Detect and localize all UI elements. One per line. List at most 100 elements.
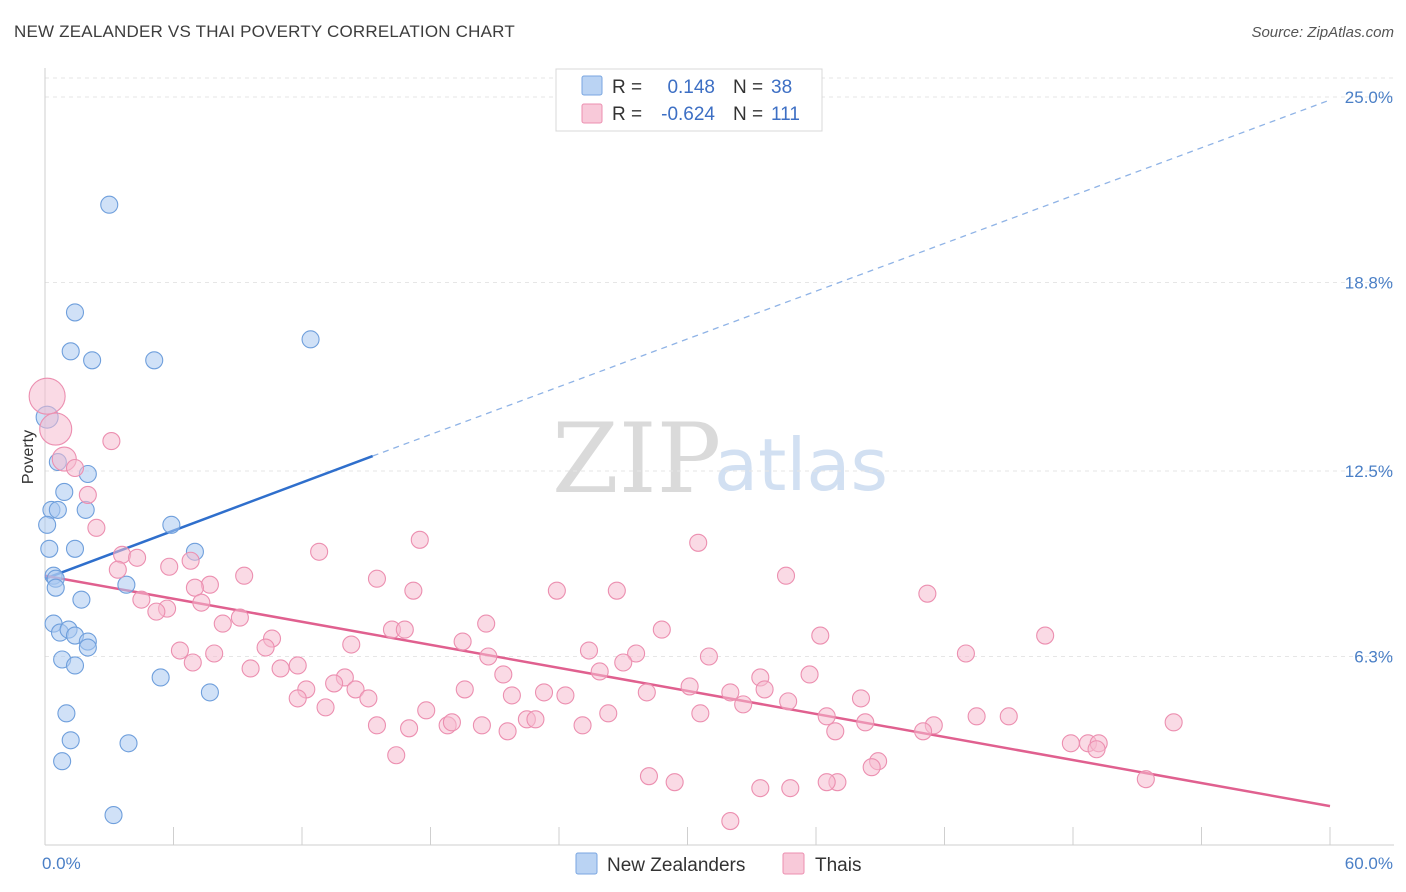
point-thai [779,692,798,711]
point-thai [271,659,290,678]
point-thai [241,659,260,678]
legend-swatch-thai [581,103,603,124]
point-thai [534,683,554,702]
point-new-zealander [48,500,67,519]
bottom-legend-label-thai: Thais [815,855,861,876]
point-thai [410,530,429,549]
point-thai [325,674,344,693]
legend-n-value-nz: 38 [771,77,792,98]
point-thai [956,644,975,663]
point-thai [359,689,378,708]
point-thai [665,773,684,792]
point-thai [288,656,307,675]
point-thai [65,458,85,478]
point-thai [590,662,609,681]
point-thai [256,638,275,657]
point-new-zealander [76,500,95,519]
bottom-legend-swatch-nz [575,852,598,875]
point-thai [494,665,513,684]
point-new-zealander [65,539,85,558]
point-thai [556,686,575,705]
point-thai [235,566,254,585]
point-thai [811,626,830,645]
point-thai [1087,740,1106,759]
point-thai [387,746,406,765]
bottom-legend-label-nz: New Zealanders [607,855,745,876]
legend-r-label-thai: R = [612,104,642,125]
point-thai [205,644,224,663]
point-thai [367,569,387,588]
point-thai [721,683,740,702]
point-thai [755,680,774,699]
point-thai [288,689,307,708]
point-new-zealander [151,668,170,687]
point-thai [599,704,618,723]
point-thai [607,581,626,600]
point-new-zealander [55,482,74,501]
point-thai [213,614,232,633]
point-thai [442,713,461,732]
point-new-zealander [38,515,57,534]
legend-n-value-thai: 111 [771,104,800,125]
legend-n-label-nz: N = [733,77,763,98]
legend-r-value-nz: 0.148 [667,77,715,98]
point-thai [102,432,121,451]
point-thai [108,560,127,579]
point-new-zealander [104,806,123,825]
point-thai [547,581,566,600]
point-thai [1036,626,1055,645]
legend-n-label-thai: N = [733,104,763,125]
legend-r-label-nz: R = [612,77,642,98]
point-new-zealander [65,303,85,322]
point-thai [1164,713,1183,732]
legend-r-value-thai: -0.624 [661,104,715,125]
point-thai [614,653,633,672]
point-thai [781,779,800,798]
y-tick-labels: 6.3% 12.5% 18.8% 25.0% [1345,88,1393,667]
x-tick-labels: 0.0% 60.0% [42,854,1393,873]
point-new-zealander [65,656,85,675]
point-thai [455,680,474,699]
point-thai [680,677,699,696]
point-thai [817,707,836,726]
point-new-zealander [119,734,138,753]
point-thai [185,578,204,597]
trend-line-new-zealanders-extension [372,99,1331,457]
legend-swatch-nz [581,75,603,96]
point-thai [734,695,753,714]
point-thai [472,716,491,735]
y-axis-label: Poverty [20,430,37,484]
point-thai [1136,770,1155,789]
x-tick-label: 0.0% [42,854,81,873]
point-thai [579,641,599,660]
point-thai [160,557,179,576]
point-thai [498,722,517,741]
point-thai [479,647,498,666]
point-thai [652,620,671,639]
point-thai [453,632,472,651]
point-new-zealander [46,578,65,597]
point-new-zealander [83,351,102,370]
point-thai [181,551,200,570]
point-thai [39,412,73,446]
point-thai [200,575,219,594]
point-thai [751,779,770,798]
point-thai [851,689,871,708]
point-thai [639,767,659,786]
point-thai [826,722,845,741]
point-thai [699,647,718,666]
point-thai [1061,734,1080,753]
point-new-zealander [40,539,59,558]
point-thai [132,590,151,609]
point-thai [999,707,1018,726]
point-thai [367,716,387,735]
point-thai [689,533,708,552]
point-thai [502,686,521,705]
point-new-zealander [61,731,80,750]
point-thai [862,758,881,777]
point-thai [573,716,592,735]
point-thai [192,593,211,612]
axes [44,68,1394,846]
point-thai [310,542,329,561]
